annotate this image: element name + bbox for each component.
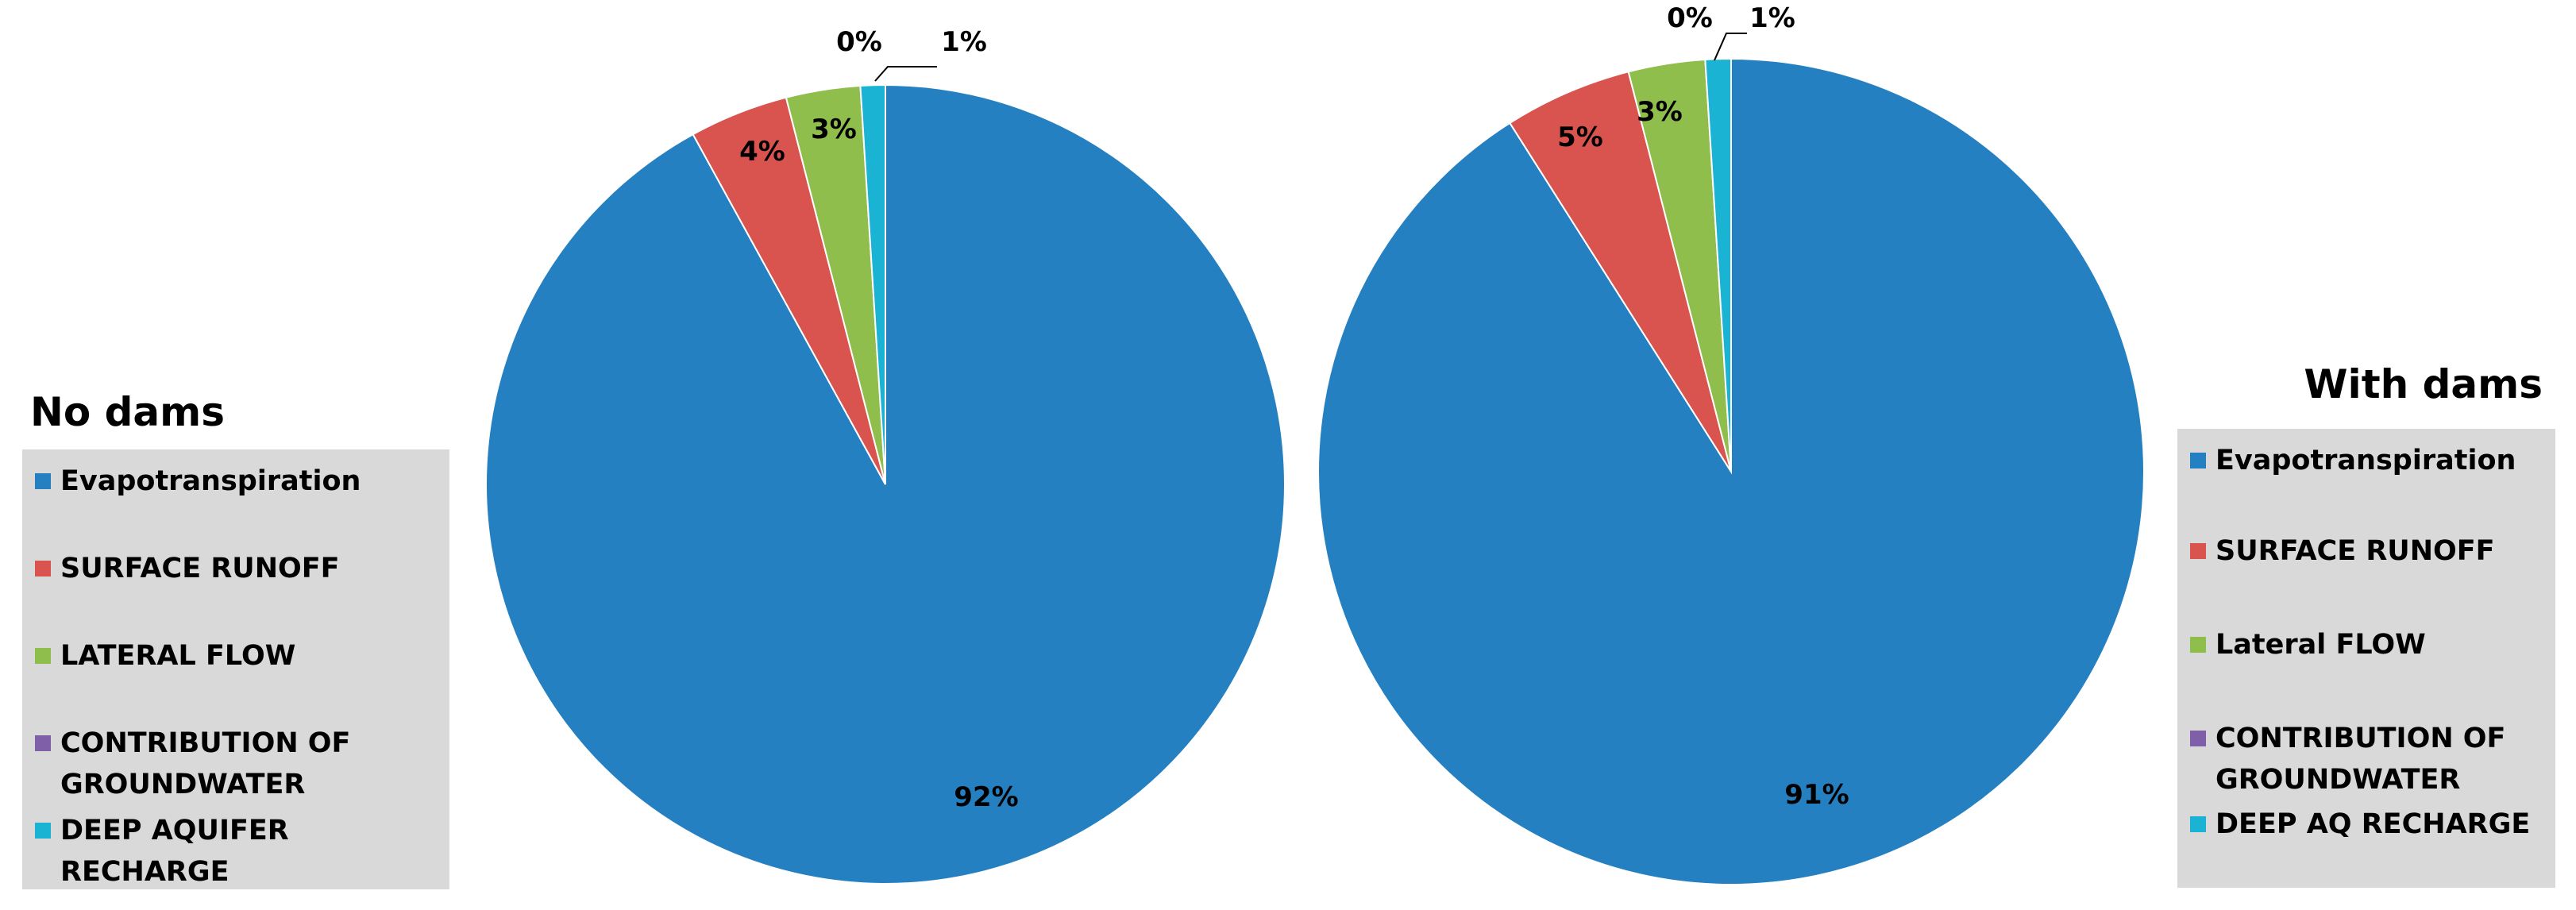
pie-chart-with-dams: 91% 5% 3% 0% 1%	[1317, 2, 2145, 885]
legend-marker	[2190, 637, 2206, 653]
slice-data-label: 1%	[941, 26, 987, 58]
legend-marker	[2190, 453, 2206, 468]
legend-label: SURFACE RUNOFF	[60, 553, 340, 584]
legend-label: DEEP AQUIFER RECHARGE	[60, 815, 289, 888]
legend-marker	[35, 561, 51, 576]
slice-data-label: 0%	[836, 26, 882, 58]
slice-data-label: 0%	[1667, 2, 1713, 34]
legend-label: CONTRIBUTION OF GROUNDWATER	[60, 727, 351, 800]
legend-label: SURFACE RUNOFF	[2215, 535, 2495, 567]
legend-marker	[35, 823, 51, 839]
legend-label: Evapotranspiration	[60, 465, 361, 497]
leader-line	[1714, 33, 1747, 61]
pie-slice-deep-aq-recharge	[1704, 57, 1732, 472]
slice-data-label: 4%	[739, 136, 785, 168]
legend-label: Lateral FLOW	[2215, 629, 2426, 661]
slice-data-label: 3%	[1637, 96, 1683, 128]
slice-data-label: 3%	[811, 114, 857, 145]
legend-marker	[35, 648, 51, 664]
slice-data-label: 91%	[1784, 779, 1849, 811]
legend-marker	[35, 473, 51, 489]
slice-data-label: 5%	[1557, 121, 1603, 153]
legend-marker	[35, 735, 51, 751]
pie-slice-deep-aquifer-recharge	[859, 83, 886, 485]
legend-label: CONTRIBUTION OF GROUNDWATER	[2215, 723, 2506, 796]
legend-marker	[2190, 543, 2206, 559]
slice-data-label: 92%	[954, 781, 1018, 813]
pie-chart-no-dams: 92% 4% 3% 0% 1%	[485, 26, 1286, 885]
legend-no-dams: Evapotranspiration SURFACE RUNOFF LATERA…	[22, 449, 449, 889]
legend-marker	[2190, 731, 2206, 746]
legend-label: Evapotranspiration	[2215, 445, 2516, 476]
slice-data-label: 1%	[1749, 2, 1795, 34]
chart-title-with-dams: With dams	[2304, 361, 2543, 407]
legend-label: LATERAL FLOW	[60, 640, 296, 672]
pie-slice-surface-runoff	[1508, 71, 1732, 472]
legend-marker	[2190, 816, 2206, 832]
leader-line	[874, 66, 937, 82]
legend-with-dams: Evapotranspiration SURFACE RUNOFF Latera…	[2177, 429, 2555, 888]
legend-label: DEEP AQ RECHARGE	[2215, 808, 2531, 840]
chart-title-no-dams: No dams	[30, 389, 225, 435]
